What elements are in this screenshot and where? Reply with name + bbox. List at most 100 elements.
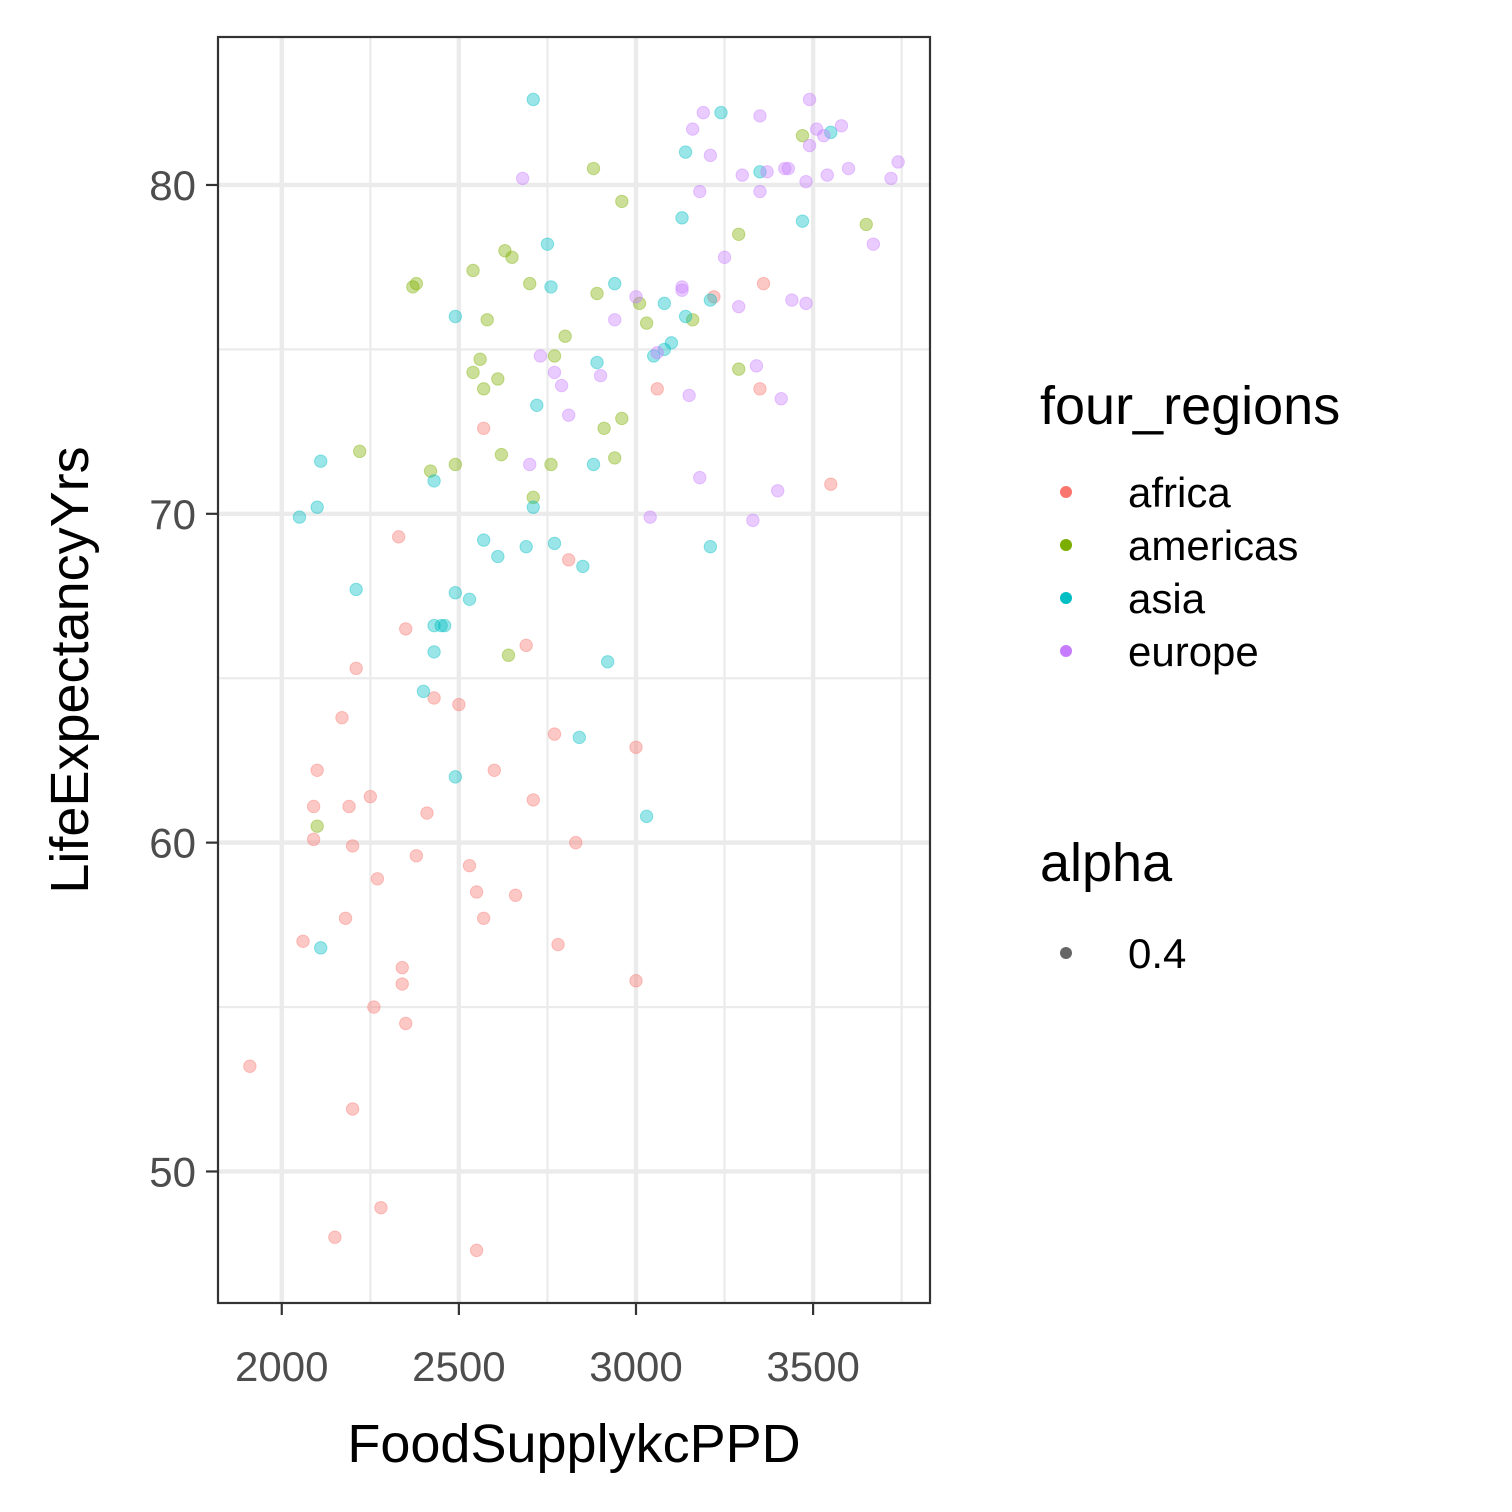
point-europe xyxy=(717,250,732,265)
point-americas xyxy=(685,313,700,327)
point-asia xyxy=(314,941,328,955)
point-africa xyxy=(487,763,501,777)
point-americas xyxy=(732,362,746,376)
point-asia xyxy=(703,539,718,554)
panel-border xyxy=(216,35,932,1305)
legend-key-americas xyxy=(1060,539,1072,551)
point-africa xyxy=(452,697,466,712)
point-asia xyxy=(540,237,555,251)
point-africa xyxy=(469,1243,484,1258)
point-americas xyxy=(480,313,494,327)
point-asia xyxy=(292,510,307,524)
point-asia xyxy=(714,105,728,120)
point-asia xyxy=(608,276,622,291)
point-europe xyxy=(753,184,767,199)
point-americas xyxy=(632,296,647,311)
point-americas xyxy=(523,276,537,291)
point-africa xyxy=(561,553,576,567)
point-europe xyxy=(675,280,689,294)
point-africa xyxy=(243,1059,257,1073)
point-europe xyxy=(770,484,785,498)
point-asia xyxy=(519,539,533,554)
point-americas xyxy=(615,411,629,426)
point-americas xyxy=(406,280,420,294)
point-asia xyxy=(427,474,441,488)
data-points xyxy=(243,92,905,1258)
point-asia xyxy=(590,355,604,370)
point-africa xyxy=(462,858,477,873)
point-americas xyxy=(466,365,480,380)
point-americas xyxy=(498,244,512,258)
point-americas xyxy=(859,217,873,232)
legend-key-alpha xyxy=(1060,947,1072,959)
point-americas xyxy=(544,457,558,472)
point-asia xyxy=(703,293,718,307)
point-africa xyxy=(569,835,583,850)
point-asia xyxy=(448,586,463,600)
point-europe xyxy=(799,296,813,311)
y-tick-label: 60 xyxy=(149,820,196,867)
point-asia xyxy=(657,342,672,357)
point-asia xyxy=(544,280,558,294)
point-europe xyxy=(523,457,537,472)
point-africa xyxy=(650,382,664,396)
point-europe xyxy=(785,293,799,307)
point-europe xyxy=(809,122,824,136)
point-africa xyxy=(306,832,321,847)
point-africa xyxy=(707,290,721,304)
point-europe xyxy=(735,168,749,182)
point-asia xyxy=(314,454,328,468)
point-africa xyxy=(391,530,406,544)
point-africa xyxy=(427,691,441,705)
axes: 2000 2500 3000 3500 50 60 70 80 xyxy=(149,162,860,1390)
point-asia xyxy=(753,165,767,179)
point-europe xyxy=(820,168,834,182)
point-africa xyxy=(345,839,360,853)
point-europe xyxy=(515,171,530,186)
legend-key-asia xyxy=(1060,592,1072,604)
point-africa xyxy=(296,934,310,948)
point-europe xyxy=(891,155,905,169)
point-africa xyxy=(349,661,363,676)
legend-label-alpha: 0.4 xyxy=(1128,930,1186,977)
point-asia xyxy=(824,125,838,140)
point-africa xyxy=(519,638,533,653)
point-asia xyxy=(547,536,562,551)
point-asia xyxy=(310,500,324,514)
point-asia xyxy=(530,398,544,412)
x-tick-label: 2000 xyxy=(235,1343,328,1390)
point-asia xyxy=(647,349,661,363)
point-europe xyxy=(682,388,696,403)
point-africa xyxy=(526,793,540,807)
point-asia xyxy=(675,211,689,225)
point-africa xyxy=(629,740,643,754)
point-americas xyxy=(501,648,516,662)
plot-panel xyxy=(216,35,932,1305)
point-africa xyxy=(756,276,771,291)
point-asia xyxy=(586,457,601,472)
point-americas xyxy=(615,194,629,209)
point-americas xyxy=(586,161,601,176)
point-europe xyxy=(693,184,707,199)
point-africa xyxy=(824,477,838,491)
point-americas xyxy=(491,372,505,386)
legend-label-africa: africa xyxy=(1128,469,1231,516)
point-africa xyxy=(476,911,491,925)
point-europe xyxy=(834,119,849,133)
point-americas xyxy=(473,352,487,366)
point-africa xyxy=(306,799,321,814)
y-axis-title: LifeExpectancyYrs xyxy=(40,446,100,893)
point-americas xyxy=(505,250,519,265)
y-tick-label: 80 xyxy=(149,162,196,209)
point-americas xyxy=(597,421,611,436)
point-asia xyxy=(664,336,679,350)
point-africa xyxy=(342,799,356,814)
point-americas xyxy=(608,451,622,465)
point-asia xyxy=(462,592,477,607)
point-africa xyxy=(469,885,484,899)
legend-key-africa xyxy=(1060,486,1072,498)
point-europe xyxy=(685,122,700,136)
point-asia xyxy=(434,618,448,633)
point-europe xyxy=(802,92,817,107)
point-asia xyxy=(657,296,672,311)
